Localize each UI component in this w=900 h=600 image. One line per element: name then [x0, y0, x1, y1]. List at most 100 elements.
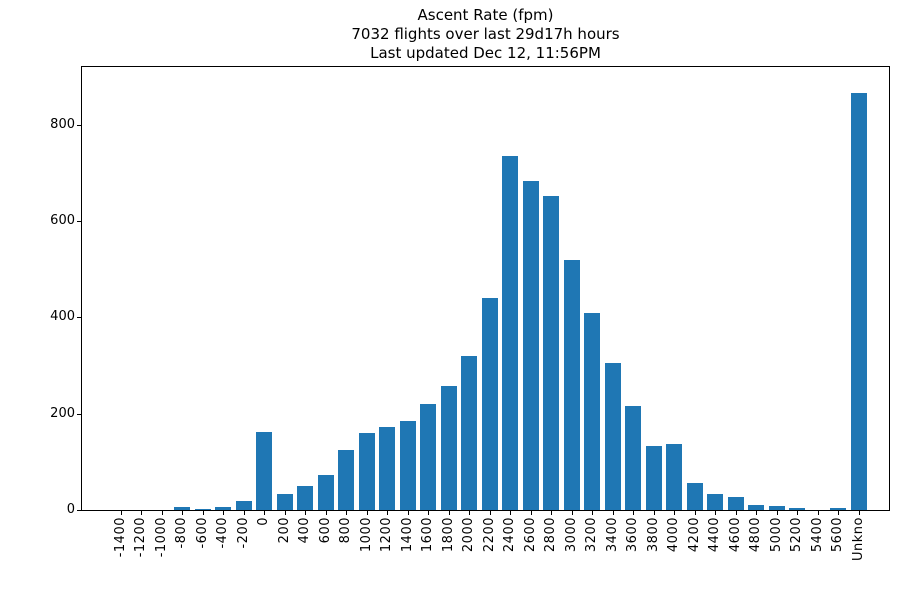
chart-subtitle-updated: Last updated Dec 12, 11:56PM [370, 44, 601, 62]
x-tick-label: -600 [194, 517, 210, 549]
x-tick-mark [141, 511, 143, 515]
x-tick-label: 3000 [563, 517, 579, 553]
y-tick-label: 400 [50, 309, 75, 325]
x-tick-label: 4400 [707, 517, 723, 553]
x-tick-mark [161, 511, 163, 515]
x-tick-label: -400 [215, 517, 231, 549]
bar-3200 [584, 312, 601, 510]
x-tick-label: 0 [256, 517, 272, 526]
bar-3400 [604, 362, 621, 510]
x-tick-mark [489, 511, 491, 515]
bar-0 [256, 432, 273, 510]
bar-3800 [645, 446, 662, 510]
x-tick-mark [858, 511, 860, 515]
x-tick-mark [305, 511, 307, 515]
x-tick-label: 2200 [481, 517, 497, 553]
x-tick-label: 200 [276, 517, 292, 544]
x-tick-label: 2600 [522, 517, 538, 553]
x-tick-label: 4800 [748, 517, 764, 553]
x-tick-label: 4000 [666, 517, 682, 553]
x-tick-label: -800 [174, 517, 190, 549]
y-tick-label: 0 [66, 502, 75, 517]
x-tick-mark [469, 511, 471, 515]
bar-2000 [461, 355, 478, 510]
x-tick-mark [633, 511, 635, 515]
x-tick-mark [571, 511, 573, 515]
bar-5200 [789, 508, 806, 510]
bar-600 [317, 474, 334, 510]
bar-4800 [748, 504, 765, 510]
bar-Unkno [850, 93, 867, 510]
x-tick-mark [674, 511, 676, 515]
x-tick-mark [120, 511, 122, 515]
x-tick-mark [715, 511, 717, 515]
bar-3000 [563, 259, 580, 510]
x-tick-mark [223, 511, 225, 515]
x-tick-label: 3600 [625, 517, 641, 553]
bar-2600 [522, 180, 539, 510]
bar-5000 [768, 506, 785, 510]
bar-4400 [707, 494, 724, 510]
bar-1800 [440, 385, 457, 510]
bar-4000 [666, 443, 683, 510]
plot-area [81, 66, 890, 511]
bar--800 [174, 507, 191, 510]
x-tick-mark [510, 511, 512, 515]
x-tick-label: -200 [235, 517, 251, 549]
x-tick-label: 5600 [830, 517, 846, 553]
x-tick-mark [448, 511, 450, 515]
chart-title-block: Ascent Rate (fpm) 7032 flights over last… [81, 6, 890, 63]
x-tick-mark [797, 511, 799, 515]
x-tick-label: 5400 [809, 517, 825, 553]
x-tick-mark [407, 511, 409, 515]
x-tick-label: 4600 [727, 517, 743, 553]
y-tick-label: 800 [50, 116, 75, 132]
x-tick-label: 4200 [686, 517, 702, 553]
x-tick-label: 3400 [604, 517, 620, 553]
y-tick-label: 600 [50, 213, 75, 229]
chart-title: Ascent Rate (fpm) [417, 6, 554, 24]
bar--400 [215, 507, 232, 510]
x-tick-mark [612, 511, 614, 515]
x-tick-label: 1600 [420, 517, 436, 553]
bar-400 [297, 486, 314, 510]
x-tick-mark [653, 511, 655, 515]
x-tick-mark [694, 511, 696, 515]
x-tick-mark [366, 511, 368, 515]
x-tick-label: 2000 [461, 517, 477, 553]
bar--600 [194, 508, 211, 510]
x-tick-mark [817, 511, 819, 515]
bar-800 [338, 449, 355, 510]
x-tick-label: 5000 [768, 517, 784, 553]
x-tick-label: 2800 [543, 517, 559, 553]
x-tick-mark [325, 511, 327, 515]
x-tick-label: 5200 [789, 517, 805, 553]
bar-1600 [420, 404, 437, 510]
y-tick-mark [77, 221, 81, 223]
x-tick-mark [592, 511, 594, 515]
bar-2800 [543, 196, 560, 510]
x-tick-mark [756, 511, 758, 515]
x-tick-mark [202, 511, 204, 515]
y-tick-mark [77, 413, 81, 415]
x-tick-mark [551, 511, 553, 515]
x-tick-label: Unkno [850, 517, 866, 561]
bar-2200 [481, 298, 498, 510]
x-tick-label: -1200 [133, 517, 149, 558]
bar-4200 [686, 483, 703, 510]
bar-200 [276, 494, 293, 510]
bar-1200 [379, 427, 396, 510]
x-tick-mark [387, 511, 389, 515]
y-tick-mark [77, 317, 81, 319]
x-tick-mark [243, 511, 245, 515]
x-tick-label: 1200 [379, 517, 395, 553]
x-tick-label: 2400 [502, 517, 518, 553]
x-tick-label: 3200 [584, 517, 600, 553]
x-tick-label: 1400 [399, 517, 415, 553]
x-tick-mark [284, 511, 286, 515]
x-tick-label: 3800 [645, 517, 661, 553]
x-tick-mark [735, 511, 737, 515]
x-tick-mark [346, 511, 348, 515]
bar-2400 [502, 156, 519, 510]
